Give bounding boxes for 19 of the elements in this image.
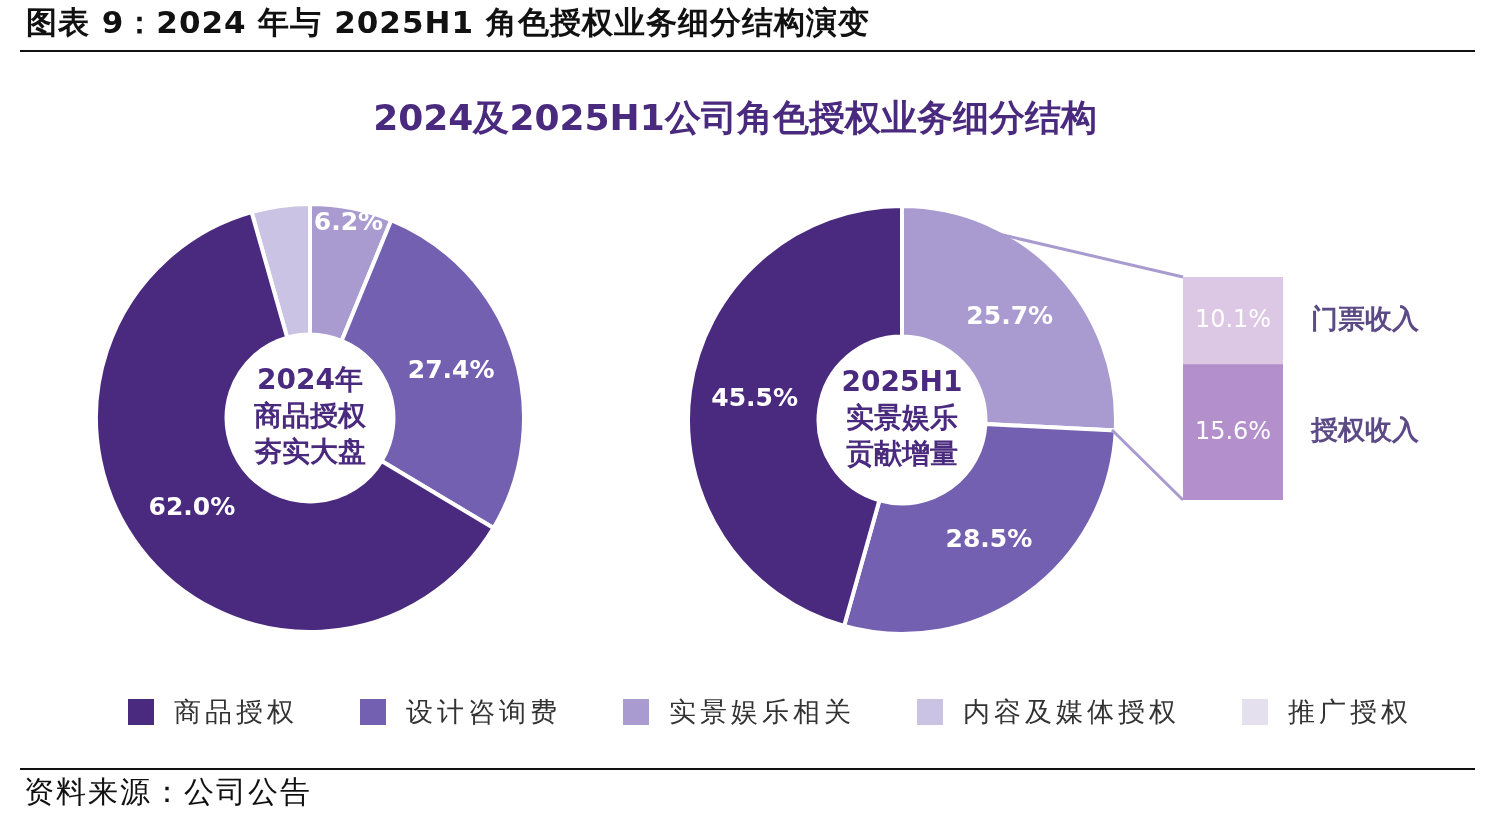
data-label: 45.5%: [711, 383, 799, 413]
text: 2024年商品授权夯实大盘: [253, 363, 367, 469]
data-label: 28.5%: [945, 524, 1033, 554]
data-label: 15.6%: [1194, 416, 1272, 445]
series-label: 门票收入: [1311, 302, 1420, 334]
data-label: 25.7%: [966, 300, 1054, 330]
data-label: 6.2%: [313, 206, 384, 236]
data-label: 27.4%: [407, 354, 495, 384]
legend-label: 实景娱乐相关: [669, 695, 855, 729]
chart-title: 图表 9：2024 年与 2025H1 角色授权业务细分结构演变: [26, 3, 870, 42]
legend-label: 设计咨询费: [406, 695, 561, 729]
legend-label: 商品授权: [174, 695, 298, 729]
text: 资料来源：公司公告: [24, 773, 312, 811]
legend-label: 内容及媒体授权: [963, 695, 1180, 729]
legend-label: 推广授权: [1288, 695, 1412, 729]
series-label: 授权收入: [1310, 414, 1420, 446]
chart-subtitle: 2024及2025H1公司角色授权业务细分结构: [372, 96, 1098, 140]
data-label: 62.0%: [148, 491, 236, 521]
text: 2025H1实景娱乐贡献增量: [841, 365, 963, 471]
